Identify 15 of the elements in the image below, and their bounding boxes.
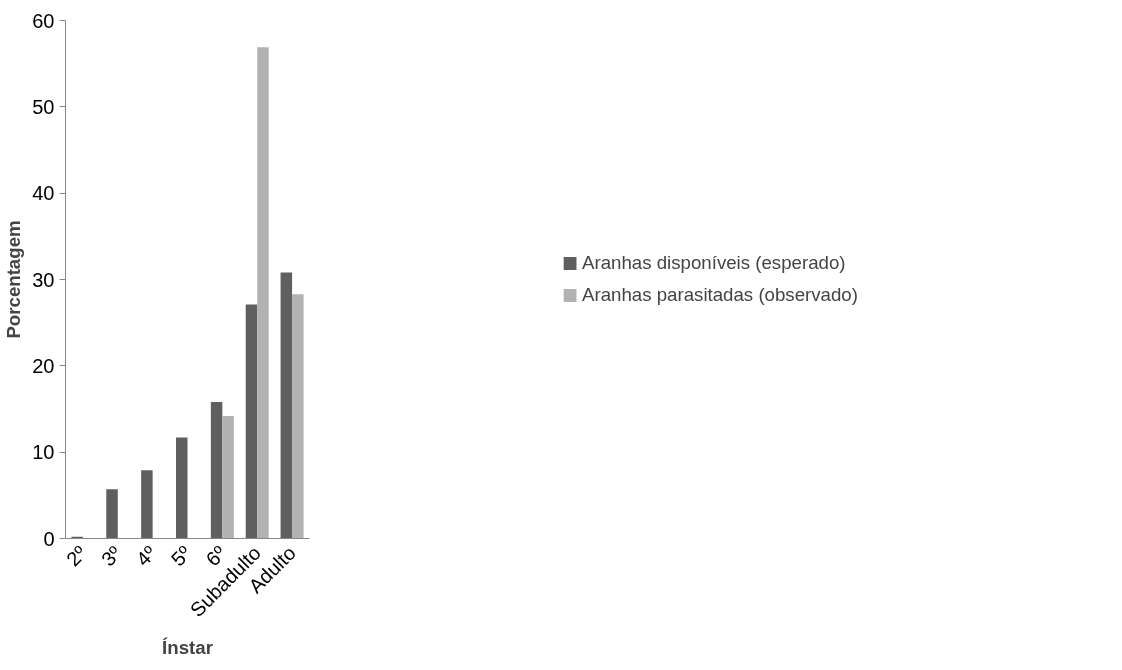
y-tick-label: 40: [32, 182, 55, 205]
y-tick-label: 20: [32, 354, 55, 377]
x-tick-label: 2º: [62, 541, 92, 571]
legend-label: Aranhas disponíveis (esperado): [582, 252, 846, 274]
y-tick-label: 60: [32, 9, 55, 32]
y-tick-label: 0: [43, 527, 55, 550]
x-axis-title: Ínstar: [162, 636, 213, 658]
x-tick-label: 4º: [131, 541, 161, 571]
y-tick-label: 30: [32, 268, 55, 291]
y-axis-title: Porcentagem: [3, 220, 25, 339]
x-tick-label: 5º: [166, 541, 196, 571]
legend-label: Aranhas parasitadas (observado): [582, 284, 858, 306]
y-tick-label: 50: [32, 95, 55, 118]
y-tick-label: 10: [32, 441, 55, 464]
x-tick-label: 3º: [96, 541, 127, 571]
